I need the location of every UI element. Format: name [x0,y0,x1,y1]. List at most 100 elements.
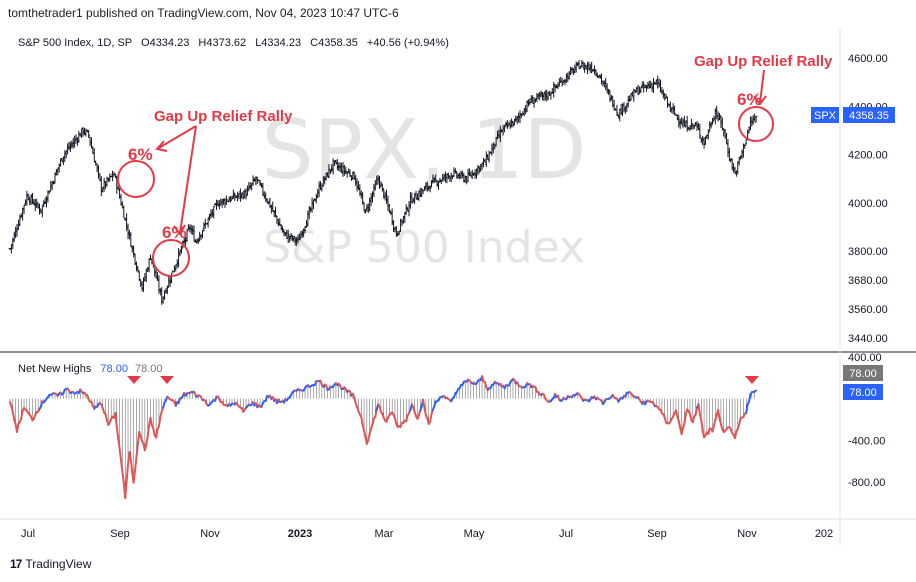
indicator-segment [119,459,124,474]
ohlc-bar [633,89,637,93]
indicator-segment [118,447,122,462]
ohlc-bar [690,118,693,130]
price-badge-symbol: SPX [814,110,837,122]
time-tick-label: Jul [559,528,573,540]
ohlc-bar [212,206,216,219]
indicator-segment [149,416,153,427]
time-tick-label: Mar [375,528,394,540]
ohlc-bar [663,93,667,101]
indicator-segment [146,424,151,438]
indicator-segment [700,419,704,432]
ohlc-bar [420,187,423,198]
time-tick-label: Sep [110,528,130,540]
ohlc-bar [274,206,277,218]
ohlc-bar [185,229,189,243]
ohlc-bar [170,272,173,284]
indicator-segment [429,413,433,423]
ohlc-bar [636,84,640,96]
ohlc-bar [698,123,702,139]
ohlc-bar [48,191,51,194]
indicator-segment [717,409,721,420]
indicator-segment [117,437,121,450]
indicator-segment [155,428,159,439]
indicator-segment [145,435,149,446]
price-badge-value: 4358.35 [849,110,889,122]
indicator-segment [132,469,137,484]
annotation-pct-2: 6% [162,223,187,242]
indicator-segment [152,427,156,437]
arrow-1-shaft [156,125,197,150]
indicator-segment [16,422,20,433]
indicator-segment [674,409,679,418]
circle-annotation-2 [152,239,190,277]
ohlc-bar [229,196,232,203]
ohlc-bar [35,198,38,208]
ohlc-bar [244,188,248,200]
price-tick-label: 3440.00 [848,333,888,345]
indicator-segment [353,396,357,405]
indicator-segment [738,417,742,426]
indicator-segment [125,463,130,483]
time-tick-label: Jul [21,528,35,540]
ohlc-bar [449,172,453,183]
ohlc-bar [327,164,331,179]
legend-symbol: S&P 500 Index, 1D, SP O4334.23 H4373.62 … [18,37,449,49]
tradingview-logo-icon: 17 [10,557,22,571]
tradingview-brand: TradingView [25,557,92,571]
indicator-segment [371,417,375,426]
indicator-segment [698,413,703,422]
indicator-segment [753,389,758,393]
ohlc-bar [136,266,140,273]
time-tick-label: 2023 [288,528,312,540]
circle-annotation-1 [117,160,155,198]
watermark-symbol: SPX, 1D [261,103,586,198]
ohlc-bar [706,129,710,140]
indicator-segment [697,403,701,416]
price-tick-label: 3560.00 [848,304,888,316]
ohlc-bar [111,170,114,182]
indicator-segment [712,418,717,427]
indicator-segment [360,415,364,427]
indicator-badge-gray: 78.00 [849,368,877,380]
indicator-axis[interactable]: 400.00 -400.00 -800.00 [848,352,885,489]
indicator-segment [680,427,684,436]
indicator-segment [124,480,128,500]
price-axis[interactable]: 4600.004400.004200.004000.003800.003680.… [848,53,888,345]
indicator-segment [677,420,682,429]
arrow-2-head [173,224,186,236]
marker-triangle-2 [160,376,174,384]
tradingview-logo[interactable]: 17 TradingView [10,557,91,571]
marker-triangle-3 [745,376,759,384]
arrow-2-shaft [179,125,197,234]
annotation-pct-1: 6% [128,145,153,164]
arrow-1-head [155,140,168,152]
indicator-badges: 78.00 78.00 [843,365,883,400]
annotation-left [117,125,197,277]
indicator-segment [129,458,134,474]
marker-triangle-1 [127,376,141,384]
arrow-3-shaft [759,69,765,104]
ohlc-bar [410,192,414,204]
ohlc-bar [560,78,564,87]
time-axis[interactable]: Jul Sep Nov 2023 Mar May Jul Sep Nov 202 [21,528,833,540]
ohlc-bar [286,229,290,243]
indicator-segment [733,430,738,440]
ohlc-bar [361,192,364,205]
indicator-segment [374,408,378,418]
ohlc-bar [255,176,259,185]
ohlc-bar [615,104,619,117]
arrow-3-head [753,95,767,106]
indicator-tick-label: -800.00 [848,477,885,489]
indicator-segment [135,442,139,459]
indicator-segment [121,471,125,484]
ohlc-bar [754,115,758,123]
indicator-segment [363,429,367,439]
indicator-segment [422,398,426,410]
ohlc-bar [22,205,26,215]
indicator-segment [128,451,132,461]
ohlc-bar [100,176,103,197]
price-tick-label: 3680.00 [848,275,888,287]
ohlc-bar [87,130,90,139]
ohlc-bar [628,95,631,102]
